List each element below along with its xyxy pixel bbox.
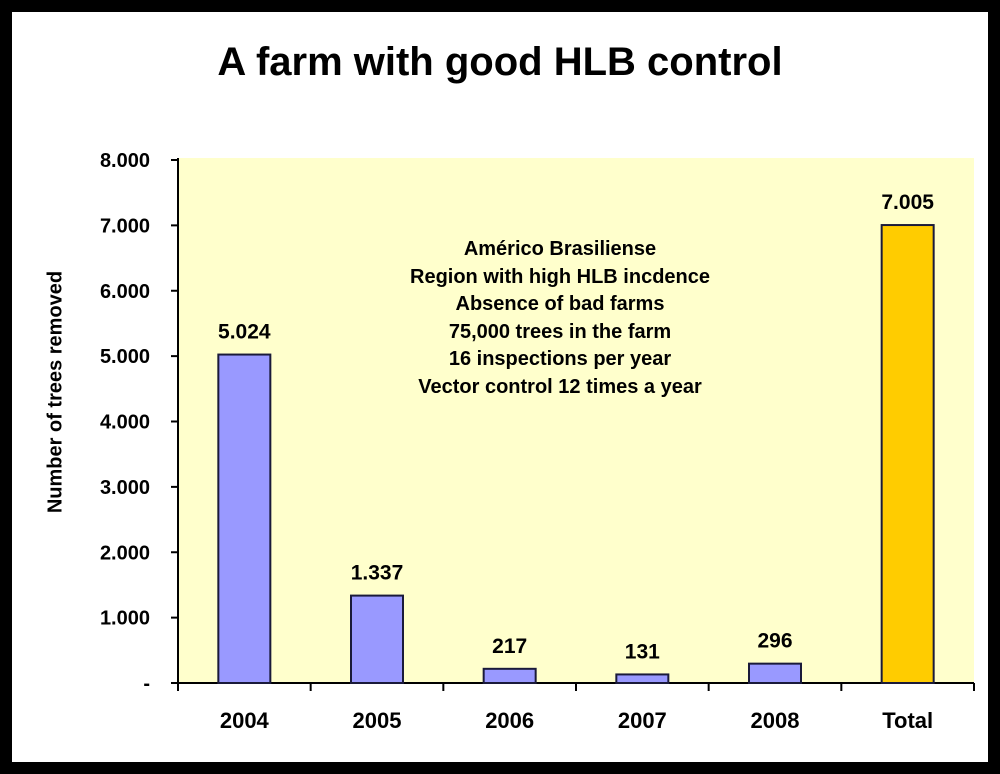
data-label: 131 xyxy=(625,640,660,663)
bar-2006 xyxy=(482,667,537,684)
bar-2008 xyxy=(748,662,802,684)
bar-total xyxy=(880,224,935,684)
data-label: 1.337 xyxy=(351,562,404,585)
annotation-line: 75,000 trees in the farm xyxy=(448,320,672,343)
data-label: 5.024 xyxy=(218,321,271,344)
y-tick-label: - xyxy=(143,673,150,695)
x-tick-label: 2004 xyxy=(220,708,270,733)
y-tick-label: 4.000 xyxy=(100,412,150,434)
bar-2005 xyxy=(350,594,404,684)
annotation-line: 16 inspections per year xyxy=(448,348,672,370)
annotation-box: Américo Brasiliense Region with high HLB… xyxy=(340,236,780,401)
chart-title: A farm with good HLB control xyxy=(217,40,783,84)
y-tick-label: 1.000 xyxy=(100,608,150,630)
annotation-line: Absence of bad farms xyxy=(455,293,665,315)
data-label: 217 xyxy=(492,635,527,658)
x-tick-label: Total xyxy=(882,708,933,733)
x-tick-label: 2008 xyxy=(751,708,800,733)
y-tick-label: 6.000 xyxy=(100,281,150,303)
bar-2007 xyxy=(615,673,670,684)
data-label: 296 xyxy=(757,630,792,653)
y-tick-label: 2.000 xyxy=(100,542,150,564)
annotation-line: Américo Brasiliense xyxy=(463,238,657,260)
x-tick-label: 2007 xyxy=(618,708,667,733)
bar-2004 xyxy=(217,353,272,684)
annotation-line: Vector control 12 times a year xyxy=(418,375,702,398)
data-label: 7.005 xyxy=(881,191,934,214)
x-tick-label: 2005 xyxy=(353,708,402,733)
annotation-line: Region with high HLB incdence xyxy=(410,265,710,288)
y-tick-label: 3.000 xyxy=(100,477,150,499)
plot-area xyxy=(178,158,974,683)
x-tick-label: 2006 xyxy=(485,708,534,733)
y-tick-label: 8.000 xyxy=(100,150,150,172)
y-tick-label: 5.000 xyxy=(100,346,150,368)
y-tick-label: 7.000 xyxy=(100,215,150,237)
